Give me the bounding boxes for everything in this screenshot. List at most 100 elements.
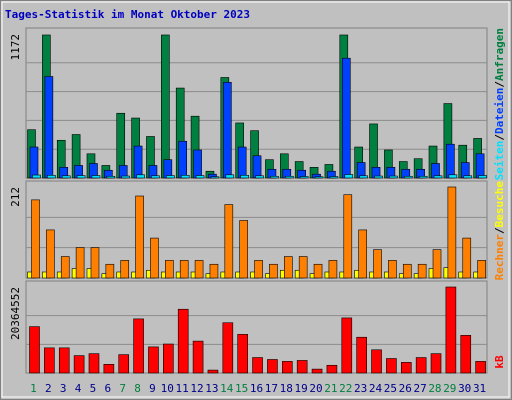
- bar: [415, 357, 427, 374]
- bar: [210, 176, 220, 179]
- legend-entry: kB: [493, 355, 506, 369]
- bar: [192, 340, 204, 374]
- bar: [195, 175, 205, 179]
- bar: [463, 175, 473, 179]
- x-tick-label: 2: [45, 382, 52, 395]
- bar: [166, 175, 175, 179]
- bar: [356, 336, 367, 374]
- bar: [269, 263, 278, 279]
- bar: [120, 260, 130, 279]
- bar: [477, 260, 486, 279]
- bar: [430, 353, 442, 374]
- bar: [296, 360, 308, 374]
- legend-entry: Dateien: [493, 88, 506, 134]
- x-tick-label: 6: [104, 382, 111, 395]
- bar: [270, 175, 279, 179]
- legend: kB: [493, 355, 506, 369]
- bar: [133, 145, 143, 179]
- legend: Seiten/Dateien/Anfragen: [493, 28, 506, 180]
- x-tick-label: 13: [205, 382, 218, 395]
- x-tick-label: 27: [413, 382, 426, 395]
- bar: [163, 343, 174, 374]
- bar: [359, 175, 368, 179]
- bar: [103, 364, 115, 374]
- legend-entry: Besuche: [493, 181, 506, 228]
- bar: [267, 359, 278, 374]
- legend-separator: /: [493, 227, 506, 234]
- bar: [135, 195, 144, 279]
- bar: [341, 317, 353, 374]
- x-tick-label: 15: [235, 382, 248, 395]
- x-tick-label: 20: [309, 382, 322, 395]
- bar: [475, 153, 485, 179]
- x-tick-label: 23: [354, 382, 367, 395]
- bar: [165, 260, 174, 279]
- bar: [341, 57, 351, 179]
- bar: [180, 174, 190, 179]
- bar: [254, 260, 263, 279]
- bar: [448, 174, 458, 179]
- bar: [418, 175, 428, 179]
- bar: [239, 220, 248, 279]
- bar: [252, 357, 263, 374]
- bar: [194, 260, 204, 279]
- bar: [223, 81, 232, 179]
- bar: [44, 347, 55, 374]
- bar: [374, 175, 383, 179]
- bar: [105, 263, 115, 279]
- bar: [478, 175, 487, 179]
- bar: [31, 199, 40, 279]
- bar: [161, 34, 170, 179]
- bar: [255, 175, 264, 179]
- y-tick-label: 1172: [9, 34, 22, 61]
- bar: [386, 358, 397, 374]
- bar: [58, 347, 70, 374]
- bar: [151, 175, 160, 179]
- bar: [252, 155, 262, 179]
- bar: [177, 308, 189, 374]
- bar: [313, 263, 323, 279]
- x-tick-label: 22: [339, 382, 352, 395]
- bar: [148, 346, 159, 374]
- x-tick-label: 10: [161, 382, 174, 395]
- bar: [311, 368, 323, 374]
- bar: [61, 175, 71, 179]
- bar: [118, 354, 130, 374]
- bar: [224, 204, 234, 279]
- x-tick-label: 17: [265, 382, 278, 395]
- bar: [344, 174, 354, 179]
- bar: [285, 175, 294, 179]
- bar: [225, 174, 235, 179]
- bar: [371, 349, 382, 374]
- legend-entry: Anfragen: [493, 28, 506, 81]
- bar: [240, 174, 249, 179]
- bar: [150, 237, 159, 279]
- x-tick-label: 4: [75, 382, 82, 395]
- bar: [60, 256, 70, 279]
- x-tick-label: 1: [30, 382, 37, 395]
- legend: Rechner/Besuche: [493, 181, 506, 281]
- bar: [91, 175, 101, 179]
- bar: [32, 174, 41, 179]
- bar: [328, 260, 338, 279]
- bar: [403, 175, 413, 179]
- x-tick-label: 5: [90, 382, 97, 395]
- x-tick-label: 12: [190, 382, 203, 395]
- x-tick-label: 14: [220, 382, 234, 395]
- bar: [388, 260, 397, 279]
- x-tick-label: 24: [369, 382, 383, 395]
- bar: [389, 175, 398, 179]
- bar: [88, 353, 100, 374]
- bar: [446, 143, 455, 179]
- x-tick-label: 28: [428, 382, 441, 395]
- bar: [402, 263, 412, 279]
- bar: [178, 140, 188, 179]
- x-tick-label: 25: [384, 382, 397, 395]
- bar: [29, 146, 39, 179]
- bar: [222, 322, 234, 374]
- x-tick-label: 11: [176, 382, 189, 395]
- bar: [358, 229, 367, 279]
- x-tick-label: 30: [458, 382, 471, 395]
